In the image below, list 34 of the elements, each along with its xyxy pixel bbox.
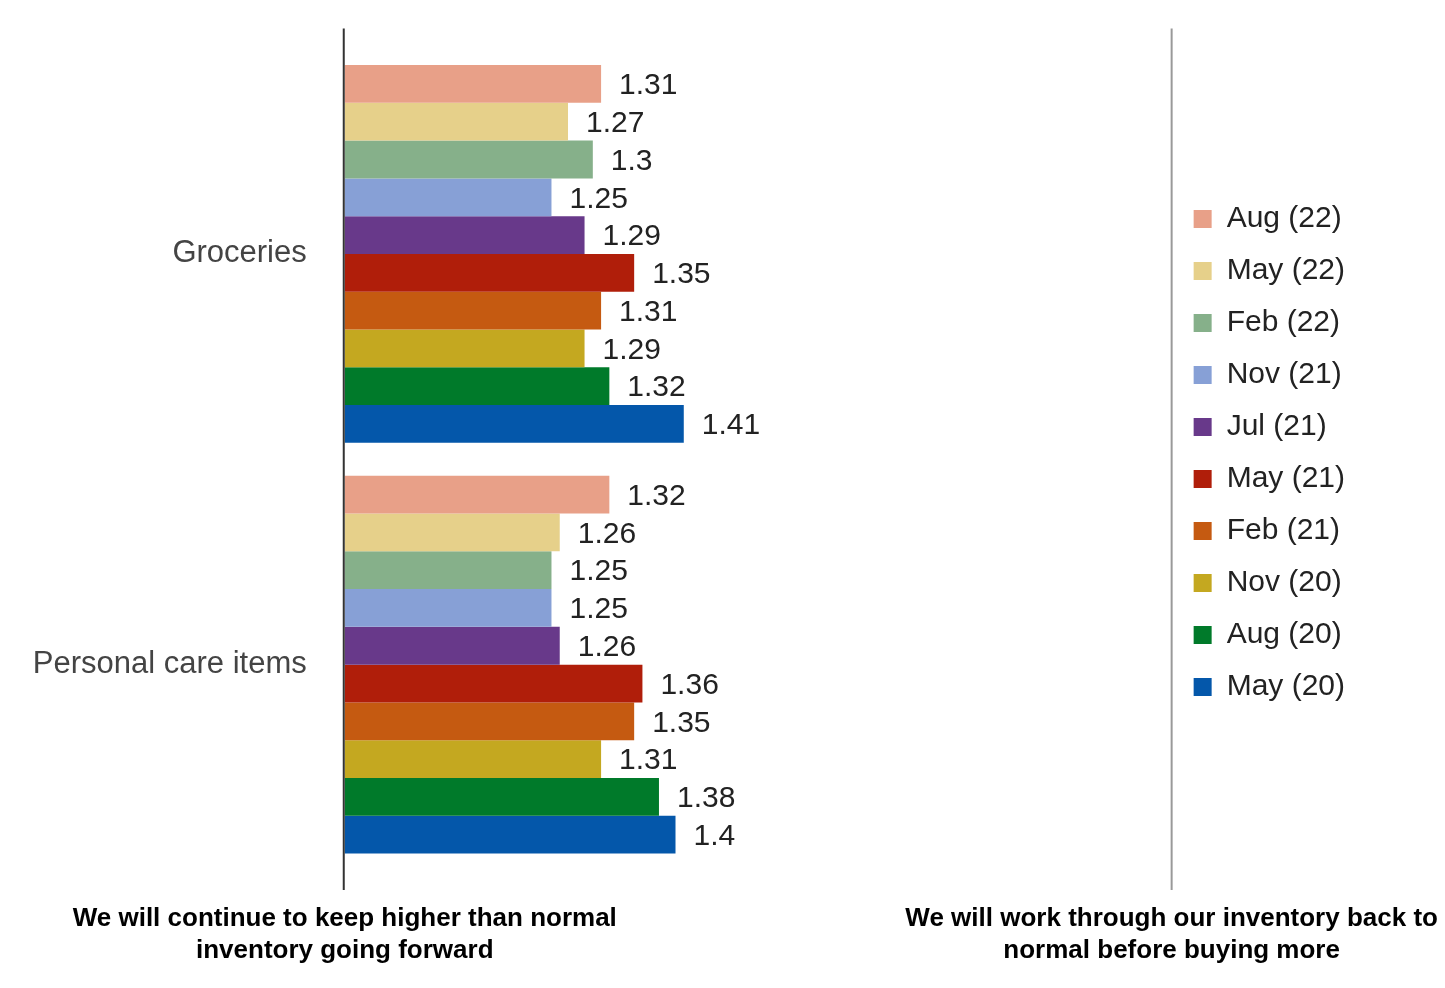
data-label: 1.41	[701, 407, 761, 441]
legend-label: Nov (21)	[1226, 356, 1342, 390]
data-label: 1.31	[619, 293, 678, 327]
data-label: 1.27	[586, 104, 645, 138]
data-label: 1.32	[627, 369, 686, 403]
legend-label: Feb (22)	[1226, 304, 1341, 338]
data-label: 1.29	[602, 218, 661, 252]
data-label: 1.29	[602, 331, 661, 365]
data-label: 1.31	[619, 67, 678, 101]
data-label: 1.32	[627, 477, 686, 511]
data-label: 1.3	[610, 142, 653, 176]
legend-label: Aug (22)	[1226, 200, 1342, 234]
legend-label: Nov (20)	[1226, 564, 1342, 598]
data-label: 1.26	[577, 629, 637, 663]
data-label: 1.31	[619, 742, 678, 776]
legend-label: May (21)	[1226, 460, 1345, 494]
data-label: 1.25	[569, 180, 628, 214]
data-label: 1.35	[652, 256, 711, 290]
data-label: 1.38	[676, 780, 736, 814]
data-label: 1.35	[652, 704, 711, 738]
data-label: 1.36	[660, 666, 719, 700]
legend-label: Aug (20)	[1226, 616, 1342, 650]
legend-label: May (20)	[1226, 668, 1345, 702]
data-label: 1.26	[577, 515, 637, 549]
data-label: 1.4	[693, 817, 736, 851]
legend-label: May (22)	[1226, 252, 1345, 286]
data-label: 1.25	[569, 591, 628, 625]
ref-line-label: We will work through our inventory back to normal before buying more	[905, 902, 1438, 965]
y-tick-label: Personal care items	[32, 645, 307, 681]
legend-label: Feb (21)	[1226, 512, 1341, 546]
data-label: 1.25	[569, 553, 628, 587]
text: We will continue to keep higher than normal inventory going forward	[72, 902, 617, 965]
y-tick-label: Groceries	[172, 234, 307, 270]
legend-label: Jul (21)	[1226, 408, 1327, 442]
